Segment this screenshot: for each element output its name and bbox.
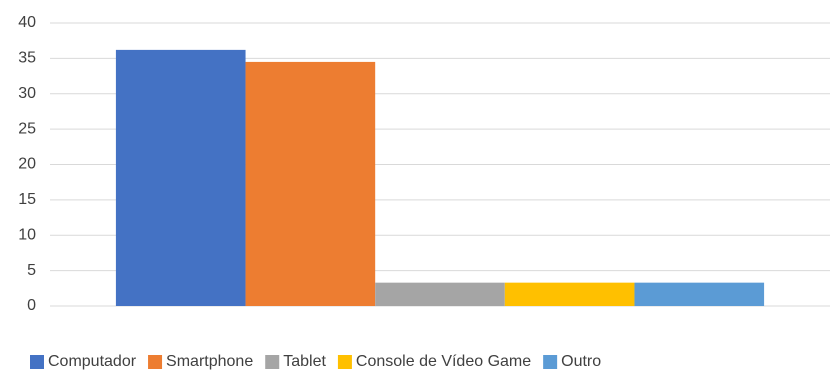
legend-swatch <box>337 355 352 369</box>
y-tick-label: 15 <box>18 191 36 208</box>
legend-swatch <box>543 355 558 369</box>
y-tick-label: 5 <box>27 262 36 279</box>
legend-swatch <box>265 355 280 369</box>
y-tick-label: 35 <box>18 50 36 67</box>
legend-label: Tablet <box>283 353 326 370</box>
bar <box>634 282 765 306</box>
legend-label: Smartphone <box>166 353 253 370</box>
bar <box>245 61 376 306</box>
bar <box>504 282 635 306</box>
y-tick-label: 40 <box>18 14 36 31</box>
y-tick-label: 30 <box>18 85 36 102</box>
y-tick-label: 0 <box>27 297 36 314</box>
legend-swatch <box>148 355 163 369</box>
y-tick-label: 20 <box>18 156 36 173</box>
y-tick-label: 10 <box>18 226 36 243</box>
bar <box>375 282 505 306</box>
bar <box>115 49 246 306</box>
legend-label: Console de Vídeo Game <box>356 353 531 370</box>
legend-swatch <box>30 355 44 369</box>
legend-label: Computador <box>48 353 137 370</box>
y-tick-label: 25 <box>18 120 36 137</box>
legend-label: Outro <box>561 353 601 370</box>
